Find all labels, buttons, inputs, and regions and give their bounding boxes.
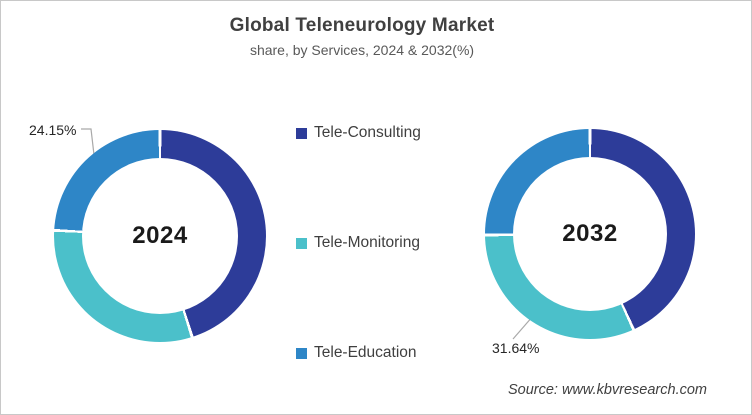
chart-title: Global Teleneurology Market xyxy=(229,15,495,36)
donut-2032-year-label: 2032 xyxy=(562,220,618,247)
legend-item-tele-monitoring: Tele-Monitoring xyxy=(296,234,420,252)
legend-label-tele-education: Tele-Education xyxy=(314,344,417,361)
callout-2032-value: 31.64% xyxy=(492,340,540,356)
donut-2032: 2032 xyxy=(485,129,695,339)
legend-swatch-tele-monitoring-icon xyxy=(296,237,307,249)
legend-swatch-tele-education-icon xyxy=(296,347,307,359)
legend-swatch-tele-consulting-icon xyxy=(296,127,307,139)
legend-item-tele-education: Tele-Education xyxy=(296,344,417,362)
callout-2024-value: 24.15% xyxy=(29,122,77,138)
donut-2032-hole: 2032 xyxy=(513,157,667,311)
legend-item-tele-consulting: Tele-Consulting xyxy=(296,124,421,142)
donut-2024: 2024 xyxy=(54,130,266,342)
donut-2024-hole: 2024 xyxy=(82,158,238,314)
chart-subtitle: share, by Services, 2024 & 2032(%) xyxy=(249,42,475,58)
legend-label-tele-monitoring: Tele-Monitoring xyxy=(314,234,420,251)
donut-2024-year-label: 2024 xyxy=(132,222,188,249)
legend-label-tele-consulting: Tele-Consulting xyxy=(314,124,421,141)
chart-header: Global Teleneurology Market share, by Se… xyxy=(1,15,723,58)
source-credit: Source: www.kbvresearch.com xyxy=(507,382,707,398)
